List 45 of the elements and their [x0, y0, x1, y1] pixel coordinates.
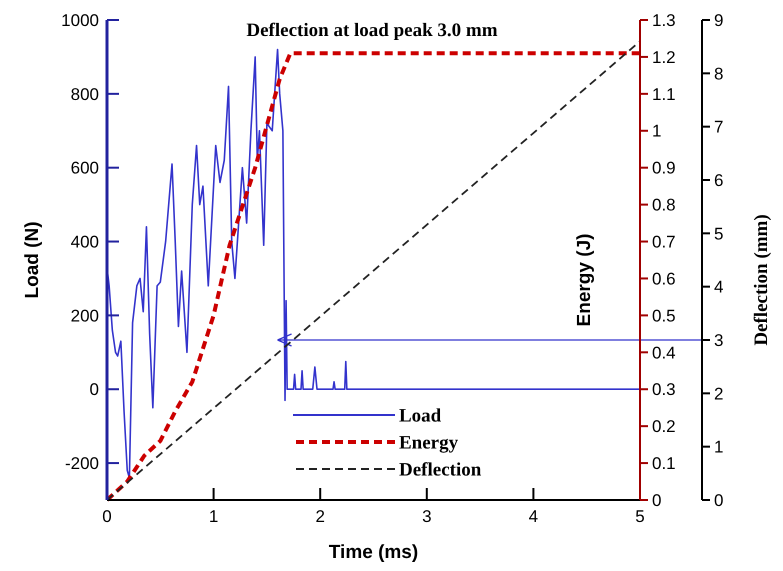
- y2-tick-label: 1.1: [652, 84, 676, 104]
- legend-label: Energy: [399, 432, 459, 454]
- y3-tick-label: 7: [714, 118, 724, 137]
- y2-tick-label: 0.7: [652, 232, 676, 252]
- y3-tick-label: 3: [714, 330, 724, 350]
- y-tick-label: 600: [70, 158, 99, 178]
- y2-tick-label: 0.9: [652, 158, 676, 178]
- y3-tick-label: 2: [714, 384, 724, 404]
- y-tick-label: 0: [90, 380, 99, 400]
- y2-tick-label: 0.3: [652, 380, 676, 400]
- y3-tick-label: 9: [714, 10, 724, 30]
- y2-tick-label: 0.5: [652, 306, 676, 326]
- x-tick-label: 2: [315, 507, 325, 526]
- legend-label: Deflection: [399, 460, 482, 481]
- y2-tick-label: 0.2: [652, 417, 676, 436]
- y3-tick-label: 5: [714, 224, 724, 244]
- y-tick-label: -200: [64, 454, 99, 474]
- y2-tick-label: 0: [652, 490, 662, 510]
- y3-tick-label: 1: [714, 438, 724, 457]
- y-axis-title: Load (N): [22, 221, 43, 299]
- y2-tick-label: 0.1: [652, 454, 676, 474]
- y3-tick-label: 8: [714, 64, 724, 84]
- series-label: Load: [399, 406, 442, 427]
- y2-tick-label: 1: [652, 122, 662, 141]
- y3-tick-label: 6: [714, 170, 724, 190]
- y-tick-label: 200: [70, 306, 99, 326]
- y2-tick-label: 0.4: [652, 343, 676, 362]
- y2-axis-title: Energy (J): [574, 234, 595, 326]
- y2-tick-label: 0.6: [652, 269, 676, 288]
- chart-title: Deflection at load peak 3.0 mm: [246, 20, 498, 41]
- y2-tick-label: 0.8: [652, 196, 676, 215]
- x-axis-title: Time (ms): [328, 542, 418, 563]
- y2-tick-label: 1.2: [652, 48, 676, 67]
- x-tick-label: 5: [635, 507, 645, 526]
- x-tick-label: 1: [208, 507, 218, 526]
- y-tick-label: 400: [70, 232, 99, 252]
- x-tick-label: 0: [102, 507, 112, 526]
- y3-tick-label: 0: [714, 490, 724, 510]
- y3-tick-label: 4: [714, 278, 724, 297]
- y2-tick-label: 1.3: [652, 10, 676, 30]
- y3-axis-title: Deflection (mm): [751, 214, 772, 346]
- x-tick-label: 4: [528, 507, 538, 526]
- y-tick-label: 1000: [61, 10, 99, 30]
- y-tick-label: 800: [70, 84, 99, 104]
- x-tick-label: 3: [422, 507, 432, 526]
